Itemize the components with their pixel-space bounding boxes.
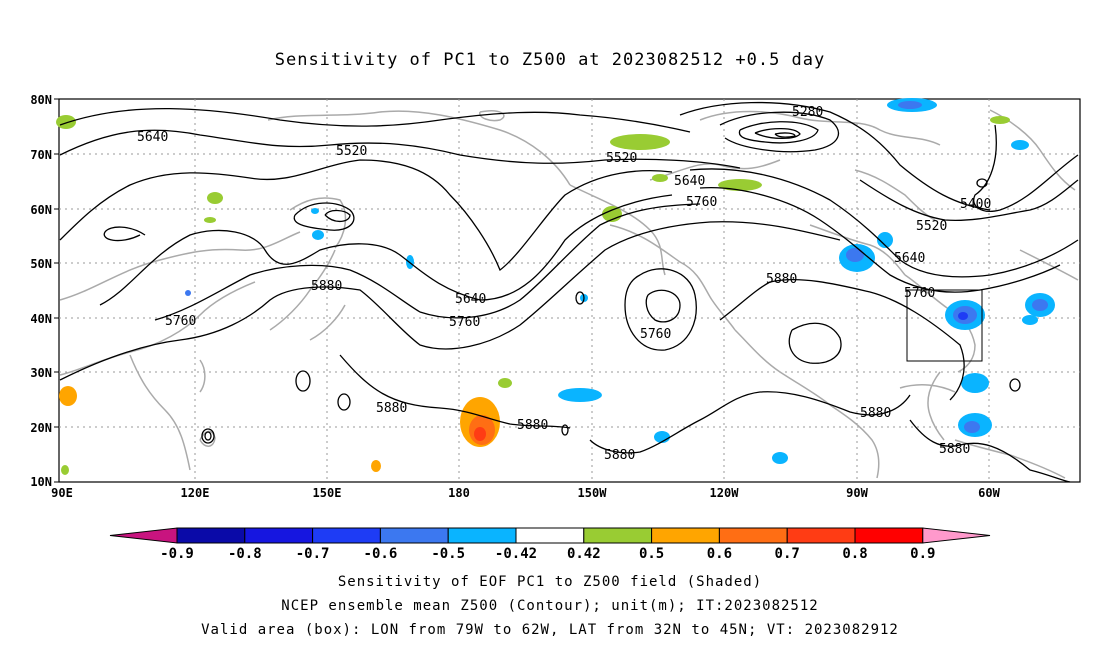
lon-tick-label: 150W [578, 486, 608, 500]
colorbar-label: -0.42 [495, 546, 537, 562]
colorbar-label: 0.6 [707, 546, 732, 562]
chart-title: Sensitivity of PC1 to Z500 at 2023082512… [274, 50, 826, 70]
sensitivity-shading [56, 98, 1055, 475]
colorbar-cell [447, 527, 517, 544]
contour-label: 5880 [860, 406, 891, 421]
z500-contours [59, 101, 1079, 483]
colorbar-cell [176, 527, 246, 544]
contour-labels: 5280 5400 5520 5520 5520 5640 5640 5640 … [137, 105, 991, 463]
colorbar-cell [515, 527, 585, 544]
lon-tick-label: 180 [448, 486, 470, 500]
colorbar-cell [718, 527, 788, 544]
footer-line-1: Sensitivity of EOF PC1 to Z500 field (Sh… [337, 574, 763, 590]
colorbar-label: -0.9 [160, 546, 194, 562]
colorbar-label: -0.7 [296, 546, 330, 562]
lon-tick-label: 60W [978, 486, 1000, 500]
lat-tick-label: 80N [30, 93, 52, 107]
contour-label: 5880 [939, 442, 970, 457]
lon-tick-label: 120E [181, 486, 210, 500]
colorbar: -0.9 -0.8 -0.7 -0.6 -0.5 -0.42 0.42 0.5 0.6 0.7 0.… [109, 527, 991, 562]
colorbar-under-triangle [109, 527, 178, 544]
contour-label: 5640 [894, 251, 925, 266]
contour-label: 5760 [165, 314, 196, 329]
lon-axis-labels: 90E 120E 150E 180 150W 120W 90W 60W [51, 486, 1000, 500]
lat-tick-label: 60N [30, 203, 52, 217]
colorbar-cell [379, 527, 449, 544]
contour-label: 5760 [640, 327, 671, 342]
contour-label: 5520 [606, 151, 637, 166]
footer-line-3: Valid area (box): LON from 79W to 62W, L… [201, 622, 899, 638]
lon-tick-label: 120W [710, 486, 740, 500]
lat-tick-label: 40N [30, 312, 52, 326]
lon-tick-label: 90W [846, 486, 868, 500]
colorbar-label: -0.6 [364, 546, 398, 562]
lon-tick-label: 90E [51, 486, 73, 500]
contour-label: 5400 [960, 197, 991, 212]
contour-label: 5640 [455, 292, 486, 307]
colorbar-label: 0.9 [910, 546, 935, 562]
colorbar-label: 0.42 [567, 546, 601, 562]
grid-lines [59, 99, 1080, 482]
colorbar-cell [651, 527, 720, 544]
colorbar-cell [583, 527, 653, 544]
colorbar-label: -0.8 [228, 546, 262, 562]
contour-label: 5880 [766, 272, 797, 287]
contour-label: 5880 [376, 401, 407, 416]
colorbar-label: -0.5 [431, 546, 465, 562]
contour-label: 5760 [686, 195, 717, 210]
colorbar-label: 0.7 [775, 546, 800, 562]
contour-label: 5760 [449, 315, 480, 330]
colorbar-cell [312, 527, 381, 544]
colorbar-cell [786, 527, 856, 544]
lat-tick-label: 10N [30, 475, 52, 489]
lat-tick-label: 70N [30, 148, 52, 162]
contour-label: 5520 [336, 144, 367, 159]
lon-tick-label: 150E [313, 486, 342, 500]
lat-ticks [54, 98, 59, 483]
lat-axis-labels: 80N 70N 60N 50N 40N 30N 20N 10N [30, 93, 52, 489]
contour-label: 5640 [674, 174, 705, 189]
colorbar-cell [854, 527, 924, 544]
contour-label: 5880 [311, 279, 342, 294]
colorbar-over-triangle [922, 527, 991, 544]
lat-tick-label: 50N [30, 257, 52, 271]
colorbar-cell [244, 527, 314, 544]
contour-label: 5760 [904, 286, 935, 301]
contour-label: 5520 [916, 219, 947, 234]
colorbar-label: 0.5 [639, 546, 664, 562]
valid-area-box [906, 289, 983, 362]
contour-label: 5880 [517, 418, 548, 433]
lat-tick-label: 30N [30, 366, 52, 380]
contour-label: 5280 [792, 105, 823, 120]
colorbar-label: 0.8 [842, 546, 867, 562]
footer-line-2: NCEP ensemble mean Z500 (Contour); unit(… [281, 598, 819, 614]
contour-label: 5640 [137, 130, 168, 145]
contour-label: 5880 [604, 448, 635, 463]
lat-tick-label: 20N [30, 421, 52, 435]
